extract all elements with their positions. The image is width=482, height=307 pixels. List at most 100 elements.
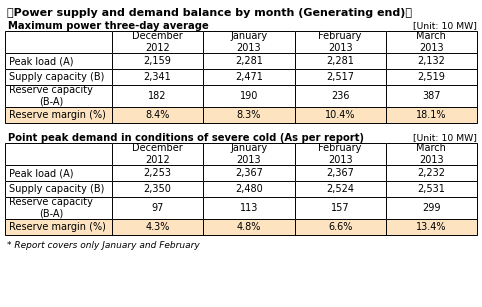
Text: 2,159: 2,159 bbox=[144, 56, 172, 66]
Bar bbox=[112, 53, 203, 69]
Bar bbox=[203, 53, 295, 69]
Bar bbox=[386, 31, 477, 53]
Bar bbox=[295, 69, 386, 85]
Bar bbox=[386, 165, 477, 181]
Text: 299: 299 bbox=[422, 203, 441, 213]
Text: February
2013: February 2013 bbox=[319, 143, 362, 165]
Bar bbox=[112, 181, 203, 197]
Bar bbox=[112, 219, 203, 235]
Bar bbox=[203, 69, 295, 85]
Text: 2,519: 2,519 bbox=[417, 72, 445, 82]
Bar bbox=[386, 143, 477, 165]
Bar bbox=[203, 107, 295, 123]
Bar bbox=[295, 53, 386, 69]
Bar bbox=[295, 53, 386, 69]
Bar bbox=[295, 197, 386, 219]
Bar bbox=[5, 181, 112, 197]
Bar bbox=[5, 69, 112, 85]
Text: 2,350: 2,350 bbox=[144, 184, 172, 194]
Bar bbox=[112, 197, 203, 219]
Text: December
2012: December 2012 bbox=[132, 143, 183, 165]
Bar bbox=[295, 181, 386, 197]
Bar bbox=[295, 107, 386, 123]
Bar bbox=[203, 165, 295, 181]
Bar bbox=[386, 107, 477, 123]
Text: [Unit: 10 MW]: [Unit: 10 MW] bbox=[413, 21, 477, 30]
Text: 2,367: 2,367 bbox=[326, 168, 354, 178]
Text: 8.3%: 8.3% bbox=[237, 110, 261, 120]
Text: December
2012: December 2012 bbox=[132, 31, 183, 52]
Bar bbox=[295, 197, 386, 219]
Bar bbox=[5, 107, 112, 123]
Text: 2,367: 2,367 bbox=[235, 168, 263, 178]
Text: 4.3%: 4.3% bbox=[146, 222, 170, 232]
Bar bbox=[5, 197, 112, 219]
Text: 182: 182 bbox=[148, 91, 167, 101]
Bar bbox=[5, 197, 112, 219]
Bar bbox=[203, 219, 295, 235]
Bar bbox=[203, 197, 295, 219]
Bar bbox=[203, 85, 295, 107]
Text: 2,232: 2,232 bbox=[417, 168, 445, 178]
Text: Reserve margin (%): Reserve margin (%) bbox=[9, 110, 106, 120]
Text: Supply capacity (B): Supply capacity (B) bbox=[9, 184, 105, 194]
Text: 157: 157 bbox=[331, 203, 349, 213]
Bar bbox=[203, 143, 295, 165]
Bar bbox=[112, 219, 203, 235]
Text: March
2013: March 2013 bbox=[416, 31, 446, 52]
Bar bbox=[203, 197, 295, 219]
Bar bbox=[112, 85, 203, 107]
Text: 13.4%: 13.4% bbox=[416, 222, 447, 232]
Bar bbox=[203, 165, 295, 181]
Text: Point peak demand in conditions of severe cold (As per report): Point peak demand in conditions of sever… bbox=[8, 133, 364, 142]
Bar bbox=[295, 143, 386, 165]
Text: 2,517: 2,517 bbox=[326, 72, 354, 82]
Text: March
2013: March 2013 bbox=[416, 143, 446, 165]
Text: January
2013: January 2013 bbox=[230, 31, 268, 52]
Bar bbox=[386, 197, 477, 219]
Bar bbox=[5, 165, 112, 181]
Bar bbox=[112, 69, 203, 85]
Bar bbox=[295, 219, 386, 235]
Text: 2,341: 2,341 bbox=[144, 72, 172, 82]
Text: 2,531: 2,531 bbox=[417, 184, 445, 194]
Text: 2,480: 2,480 bbox=[235, 184, 263, 194]
Bar bbox=[5, 31, 112, 53]
Bar bbox=[112, 107, 203, 123]
Bar bbox=[203, 219, 295, 235]
Bar bbox=[203, 53, 295, 69]
Bar bbox=[203, 181, 295, 197]
Text: [Unit: 10 MW]: [Unit: 10 MW] bbox=[413, 133, 477, 142]
Bar bbox=[5, 143, 112, 165]
Bar bbox=[5, 219, 112, 235]
Bar bbox=[295, 31, 386, 53]
Text: Peak load (A): Peak load (A) bbox=[9, 168, 73, 178]
Bar bbox=[5, 181, 112, 197]
Bar bbox=[5, 107, 112, 123]
Bar bbox=[203, 69, 295, 85]
Text: 4.8%: 4.8% bbox=[237, 222, 261, 232]
Text: 6.6%: 6.6% bbox=[328, 222, 352, 232]
Text: * Report covers only January and February: * Report covers only January and Februar… bbox=[7, 241, 200, 250]
Text: Reserve capacity
(B-A): Reserve capacity (B-A) bbox=[9, 85, 93, 107]
Bar bbox=[386, 85, 477, 107]
Bar bbox=[386, 219, 477, 235]
Bar bbox=[386, 53, 477, 69]
Bar bbox=[112, 107, 203, 123]
Bar bbox=[5, 219, 112, 235]
Bar bbox=[203, 31, 295, 53]
Bar bbox=[295, 69, 386, 85]
Bar bbox=[295, 85, 386, 107]
Bar bbox=[5, 53, 112, 69]
Bar bbox=[112, 69, 203, 85]
Bar bbox=[295, 165, 386, 181]
Text: Supply capacity (B): Supply capacity (B) bbox=[9, 72, 105, 82]
Text: 2,253: 2,253 bbox=[144, 168, 172, 178]
Bar bbox=[5, 31, 112, 53]
Bar bbox=[112, 181, 203, 197]
Bar bbox=[386, 219, 477, 235]
Bar bbox=[295, 219, 386, 235]
Text: 387: 387 bbox=[422, 91, 441, 101]
Text: 【Power supply and demand balance by month (Generating end)】: 【Power supply and demand balance by mont… bbox=[7, 8, 412, 18]
Bar bbox=[5, 85, 112, 107]
